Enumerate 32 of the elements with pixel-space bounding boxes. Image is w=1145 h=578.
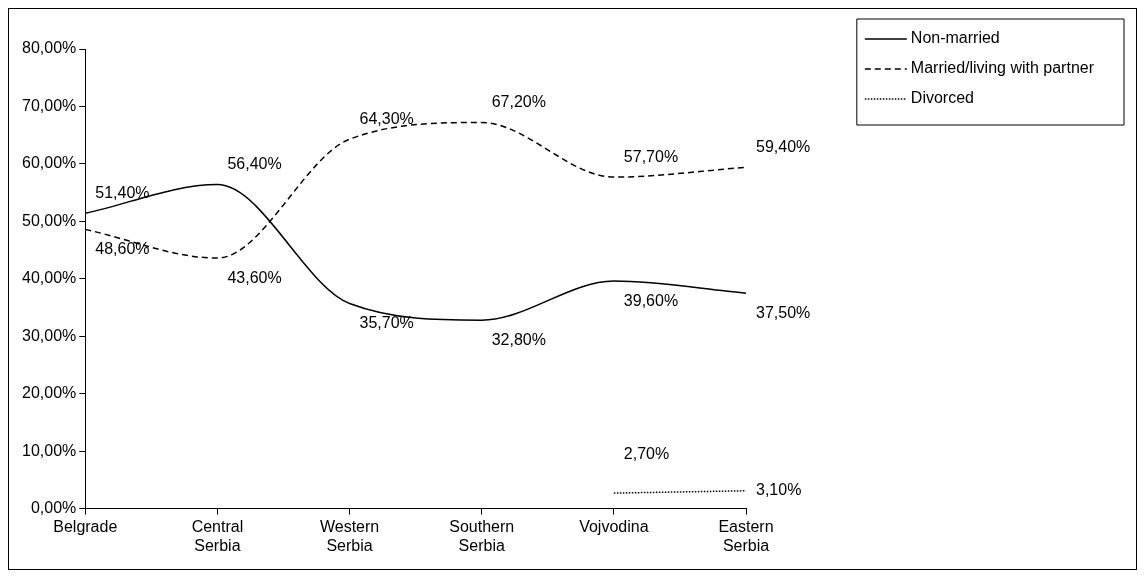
data-label: 59,40% xyxy=(756,137,811,155)
legend-label: Non-married xyxy=(910,29,1000,47)
data-label: 37,50% xyxy=(756,303,811,321)
y-tick-label: 50,00% xyxy=(22,211,77,229)
legend-label: Married/living with partner xyxy=(910,59,1095,77)
y-tick-label: 40,00% xyxy=(22,269,77,287)
x-tick-label: Southern Serbia xyxy=(449,517,515,554)
x-tick-label: Belgrade xyxy=(53,517,118,535)
x-tick-label: Eastern Serbia xyxy=(718,517,774,554)
x-tick-label: Central Serbia xyxy=(191,517,244,554)
y-tick-label: 60,00% xyxy=(22,154,77,172)
data-label: 2,70% xyxy=(623,445,670,463)
data-label: 48,60% xyxy=(95,239,150,257)
x-tick-label: Vojvodina xyxy=(579,517,649,535)
y-tick-label: 20,00% xyxy=(22,384,77,402)
data-label: 43,60% xyxy=(227,268,282,286)
data-label: 3,10% xyxy=(756,481,802,499)
data-label: 56,40% xyxy=(227,154,282,172)
x-tick-label: Western Serbia xyxy=(319,517,380,554)
data-label: 64,30% xyxy=(359,109,414,127)
y-tick-label: 30,00% xyxy=(22,326,77,344)
data-label: 67,20% xyxy=(491,92,546,110)
y-tick-label: 70,00% xyxy=(22,96,77,114)
y-tick-label: 10,00% xyxy=(22,441,77,459)
data-label: 51,40% xyxy=(95,183,150,201)
data-label: 32,80% xyxy=(491,330,546,348)
y-tick-label: 0,00% xyxy=(30,499,77,517)
legend-label: Divorced xyxy=(910,89,974,107)
data-label: 57,70% xyxy=(623,147,679,165)
data-label: 39,60% xyxy=(623,291,679,309)
y-tick-label: 80,00% xyxy=(22,39,77,57)
data-label: 35,70% xyxy=(359,313,414,331)
